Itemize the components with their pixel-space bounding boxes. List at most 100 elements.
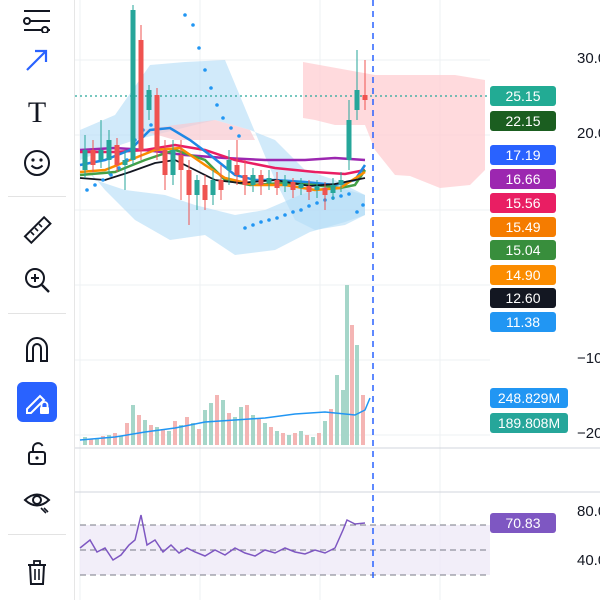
eye-icon xyxy=(23,493,51,514)
ma-purple-line xyxy=(79,146,366,162)
volume-bar xyxy=(361,395,365,445)
psar-dot xyxy=(291,210,295,214)
volume-bar xyxy=(149,425,153,445)
volume-bar xyxy=(89,439,93,445)
volume-ma-line xyxy=(79,397,371,441)
price-tag: 17.19 xyxy=(490,145,556,165)
pencil-lock-icon xyxy=(26,394,49,414)
cloud-bear-future xyxy=(303,62,485,188)
volume-bar xyxy=(209,403,213,445)
chart-canvas[interactable] xyxy=(75,0,600,600)
candle-body xyxy=(330,185,336,193)
psar-dot xyxy=(85,188,89,192)
volume-bar xyxy=(107,435,111,445)
volume-bar xyxy=(101,436,105,445)
chart-area[interactable]: 30.00 20.00 −10.00 −20.00 80.00 40.00 xyxy=(75,0,600,600)
candle-body xyxy=(282,180,288,186)
cloud-bull-lower xyxy=(80,160,365,255)
volume-bar xyxy=(167,431,171,445)
zoom-in-icon xyxy=(25,268,50,293)
price-tag: 16.66 xyxy=(490,169,556,189)
candlesticks xyxy=(82,5,368,225)
price-axis-label: −10.00 xyxy=(577,350,600,367)
volume-bar xyxy=(227,413,231,445)
volume-bar xyxy=(299,431,303,445)
price-tag: 11.38 xyxy=(490,312,556,332)
candle-body xyxy=(82,150,88,170)
psar-dot xyxy=(215,103,219,107)
candle-body xyxy=(202,185,208,200)
volume-bar xyxy=(173,421,177,445)
psar-dot xyxy=(259,220,263,224)
trend-line-tool[interactable] xyxy=(17,0,57,40)
candle-body xyxy=(114,145,120,165)
candle-body xyxy=(186,170,192,195)
volume-bar xyxy=(341,390,345,445)
volume-bar xyxy=(355,345,359,445)
psar-dot xyxy=(197,46,201,50)
zoom-tool[interactable] xyxy=(17,260,57,300)
candle-body xyxy=(122,160,128,165)
psar-dot xyxy=(149,123,153,127)
ruler-icon xyxy=(23,215,52,245)
volume-bar xyxy=(131,405,135,445)
candle-body xyxy=(346,120,352,160)
volume-bar xyxy=(323,421,327,445)
candle-body xyxy=(170,150,176,175)
candle-body xyxy=(234,165,240,175)
price-tag: 22.15 xyxy=(490,111,556,131)
hide-drawings-tool[interactable] xyxy=(17,480,57,520)
volume-bar xyxy=(119,436,123,445)
volume-bar xyxy=(185,417,189,445)
candle-body xyxy=(306,186,312,192)
text-tool[interactable]: T xyxy=(17,93,57,133)
rsi-value-tag: 70.83 xyxy=(490,513,556,533)
candle-body xyxy=(106,140,112,160)
psar-dot xyxy=(183,13,187,17)
volume-bar xyxy=(305,435,309,445)
rsi-axis-label: 40.00 xyxy=(577,552,600,569)
volume-bar xyxy=(263,423,267,445)
volume-bar xyxy=(257,419,261,445)
smiley-icon xyxy=(24,150,50,176)
unlock-icon xyxy=(28,442,46,465)
price-tag: 15.04 xyxy=(490,240,556,260)
text-icon: T xyxy=(27,96,47,129)
lock-all-tool[interactable] xyxy=(17,433,57,473)
arrow-tool[interactable] xyxy=(17,40,57,80)
volume-bar xyxy=(251,415,255,445)
magnet-tool[interactable] xyxy=(17,330,57,370)
price-tag-last: 25.15 xyxy=(490,86,556,106)
candle-body xyxy=(242,175,248,185)
volume-ma-tag: 248.829M xyxy=(490,388,568,408)
volume-bar xyxy=(275,431,279,445)
volume-bar xyxy=(245,405,249,445)
candle-body xyxy=(98,150,104,160)
volume-bar xyxy=(335,375,339,445)
psar-dot xyxy=(221,116,225,120)
candle-body xyxy=(274,180,280,188)
delete-tool[interactable] xyxy=(17,552,57,592)
magnet-icon xyxy=(26,337,48,362)
psar-dot xyxy=(117,166,121,170)
volume-tag: 189.808M xyxy=(490,413,568,433)
volume-bar xyxy=(179,425,183,445)
candle-body xyxy=(178,155,184,170)
psar-dot xyxy=(361,203,365,207)
price-axis-label: −20.00 xyxy=(577,425,600,442)
arrow-icon xyxy=(26,49,48,71)
volume-bar xyxy=(233,417,237,445)
volume-bar xyxy=(239,407,243,445)
psar-dot xyxy=(355,210,359,214)
ruler-tool[interactable] xyxy=(17,210,57,250)
candle-body xyxy=(90,150,96,165)
price-tag: 12.60 xyxy=(490,288,556,308)
psar-dot xyxy=(267,218,271,222)
volume-bar xyxy=(83,437,87,445)
lock-drawings-tool[interactable] xyxy=(17,382,57,422)
volume-bar xyxy=(329,409,333,445)
price-tag: 15.56 xyxy=(490,193,556,213)
psar-dot xyxy=(237,134,241,138)
psar-dot xyxy=(299,208,303,212)
emoji-tool[interactable] xyxy=(17,143,57,183)
